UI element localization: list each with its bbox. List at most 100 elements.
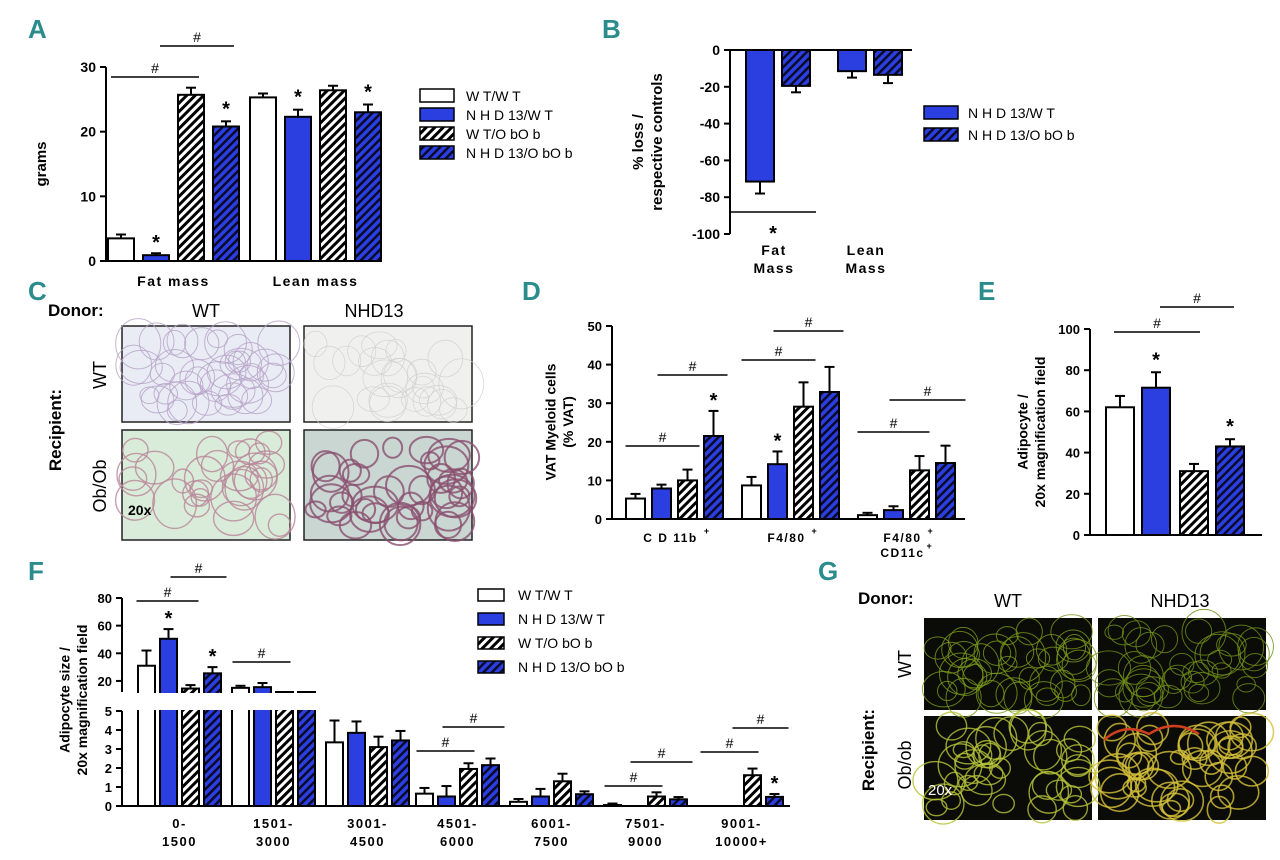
b-bar bbox=[781, 49, 811, 87]
d-bar bbox=[819, 391, 840, 521]
adipocyte-outline bbox=[1181, 608, 1227, 656]
f-bar bbox=[347, 731, 366, 807]
f-lower-ytick-label: 4 bbox=[105, 723, 113, 738]
d-x-tick-superscript: + bbox=[704, 526, 709, 536]
a-bar bbox=[212, 125, 240, 262]
b-bar bbox=[745, 49, 775, 183]
legend-f-label-nhd13-wt: N H D 13/W T bbox=[518, 611, 605, 627]
adipocyte-outline bbox=[1115, 682, 1135, 703]
adipocyte-outline bbox=[438, 358, 485, 410]
a-asterisk: * bbox=[364, 82, 372, 104]
adipocyte-outline bbox=[1045, 779, 1073, 801]
adipocyte-outline bbox=[138, 322, 175, 361]
adipocyte-outline bbox=[118, 466, 148, 491]
adipocyte-outline bbox=[1116, 742, 1143, 769]
e-ytick-label: 0 bbox=[1073, 528, 1080, 543]
adipocyte-outline bbox=[921, 783, 965, 825]
f-hash: # bbox=[726, 735, 734, 751]
f-bar bbox=[765, 795, 784, 808]
adipocyte-outline bbox=[140, 385, 175, 414]
f-lower-ytick-label: 2 bbox=[105, 761, 112, 776]
adipocyte-outline bbox=[115, 318, 162, 370]
adipocyte-outline bbox=[227, 377, 264, 415]
b-bar bbox=[873, 49, 903, 76]
adipocyte-outline bbox=[380, 357, 417, 399]
a-ytick-label: 20 bbox=[80, 124, 96, 140]
adipocyte-outline bbox=[257, 320, 301, 366]
d-x-tick-label: F4/80 bbox=[883, 531, 921, 545]
panel-g-col-wt: WT bbox=[994, 591, 1022, 611]
adipocyte-outline bbox=[1062, 794, 1089, 821]
a-ytick-label: 0 bbox=[88, 253, 96, 269]
adipocyte-outline bbox=[1104, 624, 1125, 640]
panel-g-col-nhd13: NHD13 bbox=[1150, 591, 1209, 611]
adipocyte-outline bbox=[1061, 649, 1097, 682]
adipocyte-outline bbox=[1199, 631, 1246, 676]
b-asterisk: * bbox=[769, 223, 777, 245]
adipocyte-outline bbox=[1150, 625, 1179, 654]
f-bar bbox=[553, 780, 572, 807]
a-bar bbox=[142, 254, 170, 262]
legend-a-swatch-wt-wt bbox=[419, 88, 455, 103]
adipocyte-outline bbox=[116, 452, 157, 497]
adipocyte-outline bbox=[361, 331, 398, 360]
legend-a-swatch-nhd13-obob bbox=[419, 145, 455, 160]
adipocyte-outline bbox=[1088, 759, 1131, 794]
adipocyte-outline bbox=[1054, 680, 1077, 702]
f-hash: # bbox=[258, 645, 266, 661]
e-y-axis-label: Adipocyte /20x magnification field bbox=[1015, 357, 1049, 508]
adipocyte-outline bbox=[1050, 614, 1093, 650]
panel-c-col-wt: WT bbox=[192, 301, 220, 321]
b-ytick-label: -60 bbox=[700, 152, 720, 168]
adipocyte-outline bbox=[1181, 747, 1208, 771]
adipocyte-outline bbox=[957, 774, 979, 791]
adipocyte-outline bbox=[1000, 636, 1035, 668]
panel-letter-a: A bbox=[28, 14, 47, 44]
adipocyte-outline bbox=[221, 468, 261, 507]
e-bar bbox=[1215, 445, 1245, 537]
adipocyte-outline bbox=[259, 362, 287, 389]
adipocyte-outline bbox=[973, 633, 1017, 675]
d-bar bbox=[767, 463, 788, 520]
adipocyte-outline bbox=[383, 505, 419, 542]
legend-a-label-wt-wt: W T/W T bbox=[466, 88, 521, 104]
adipocyte-outline bbox=[196, 360, 242, 397]
f-bar bbox=[459, 767, 478, 808]
d-asterisk: * bbox=[710, 390, 718, 412]
f-bar bbox=[391, 739, 410, 808]
adipocyte-outline bbox=[962, 663, 988, 690]
adipocyte-outline bbox=[1180, 670, 1205, 694]
adipocyte-outline bbox=[1050, 669, 1076, 699]
panel-g-recipient-label: Recipient: bbox=[859, 709, 878, 791]
f-bar bbox=[603, 804, 622, 807]
f-bar bbox=[647, 795, 666, 807]
adipocyte-outline bbox=[210, 373, 256, 408]
adipocyte-outline bbox=[426, 484, 471, 532]
d-bar bbox=[857, 514, 878, 521]
adipocyte-outline bbox=[304, 500, 327, 519]
d-hash: # bbox=[805, 314, 813, 330]
d-ytick-label: 50 bbox=[588, 319, 602, 334]
adipocyte-outline bbox=[329, 491, 355, 514]
adipocyte-outline bbox=[1209, 784, 1235, 810]
adipocyte-outline bbox=[1099, 773, 1140, 813]
adipocyte-outline bbox=[224, 350, 246, 373]
adipocyte-outline bbox=[233, 463, 268, 500]
adipocyte-outline bbox=[1183, 672, 1221, 705]
adipocyte-outline bbox=[206, 329, 229, 349]
chart-f: 20 40 60 80 0 1 2 3 4 5 Adipocyte size /20x magnif… bbox=[57, 560, 790, 849]
adipocyte-outline bbox=[410, 500, 434, 522]
adipocyte-outline bbox=[439, 397, 468, 423]
legend-f-swatch-wt-obob bbox=[477, 636, 505, 650]
adipocyte-outline bbox=[423, 445, 470, 485]
e-asterisk: * bbox=[1152, 349, 1160, 371]
panel-c-row-obob: Ob/Ob bbox=[90, 459, 110, 512]
panel-c-histology: Donor: WT NHD13 Recipient: WT Ob/Ob 20x bbox=[46, 301, 485, 547]
f-x-tick-label: 1501-3000 bbox=[253, 816, 294, 849]
adipocyte-outline bbox=[408, 435, 445, 465]
adipocyte-outline bbox=[1085, 650, 1132, 686]
d-x-tick-label: F4/80 bbox=[767, 531, 805, 545]
adipocyte-outline bbox=[378, 501, 422, 547]
a-asterisk: * bbox=[294, 87, 302, 109]
